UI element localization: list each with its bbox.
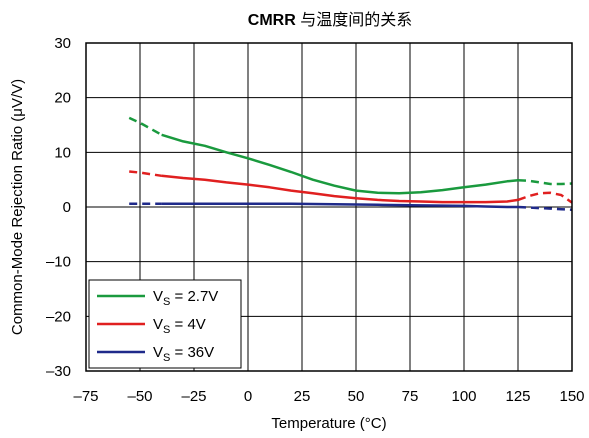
x-tick-label: –75 <box>73 388 98 405</box>
y-axis-label: Common-Mode Rejection Ratio (μV/V) <box>9 79 26 335</box>
x-tick-label: 100 <box>451 388 476 405</box>
chart-title-bold: CMRR <box>248 12 296 29</box>
series-line-dashed-end-1 <box>517 191 573 204</box>
x-axis-label: Temperature (°C) <box>271 415 386 432</box>
series-line-dashed-end-2 <box>517 205 573 211</box>
y-tick-label: 20 <box>54 90 71 107</box>
series-line-dashed-start-0 <box>128 116 163 136</box>
y-tick-label: –30 <box>46 363 71 380</box>
x-tick-label: 0 <box>244 388 252 405</box>
x-tick-label: –25 <box>181 388 206 405</box>
x-tick-label: 75 <box>402 388 419 405</box>
x-tick-label: –50 <box>127 388 152 405</box>
x-tick-label: 125 <box>505 388 530 405</box>
x-tick-label: 150 <box>559 388 584 405</box>
x-tick-label: 25 <box>294 388 311 405</box>
series-line-1 <box>161 174 519 204</box>
plot-frame <box>85 42 573 372</box>
series-line-2 <box>161 202 518 209</box>
y-tick-label: 10 <box>54 144 71 161</box>
y-tick-label: –20 <box>46 308 71 325</box>
legend: VS = 2.7V VS = 4V VS = 36V <box>88 279 242 369</box>
x-tick-label: 50 <box>348 388 365 405</box>
legend-label: VS = 36V <box>153 344 214 364</box>
legend-label: VS = 4V <box>153 316 206 336</box>
y-tick-labels: –30 –20 –10 0 10 20 30 <box>46 35 71 380</box>
series-line-dashed-end-0 <box>517 178 573 186</box>
grid <box>86 43 572 371</box>
chart-title-rest: 与温度间的关系 <box>296 11 412 29</box>
y-tick-label: –10 <box>46 254 71 271</box>
series-line-0 <box>161 133 519 195</box>
y-tick-label: 30 <box>54 35 71 52</box>
x-tick-labels: –75 –50 –25 0 25 50 75 100 125 150 <box>73 388 584 405</box>
legend-label: VS = 2.7V <box>153 288 218 308</box>
chart-title: CMRR 与温度间的关系 <box>248 11 412 29</box>
series-line-dashed-start-1 <box>129 170 162 178</box>
y-tick-label: 0 <box>63 199 71 216</box>
series-layer <box>128 116 573 211</box>
